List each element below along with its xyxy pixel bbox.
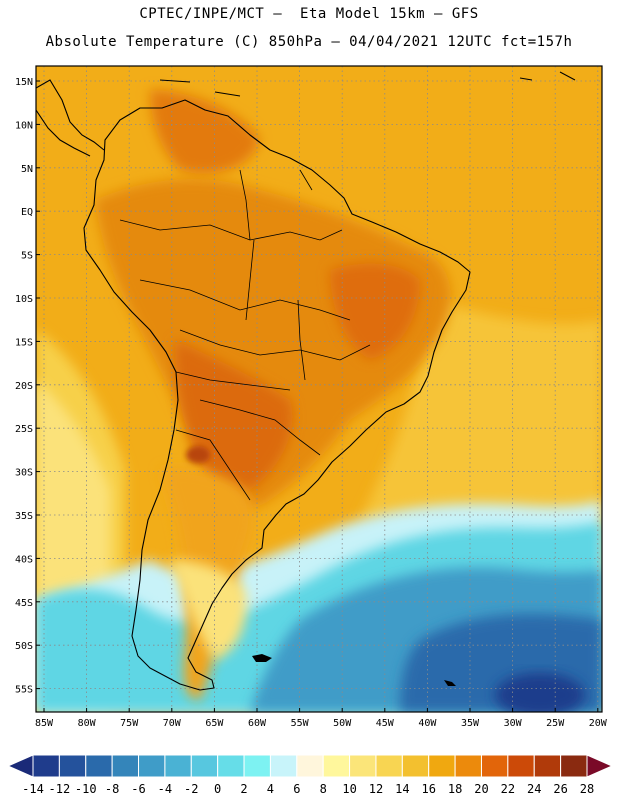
colorbar-box — [322, 754, 351, 778]
colorbar-box — [349, 754, 377, 778]
colorbar-box — [507, 754, 535, 778]
lon-label: 40W — [418, 718, 437, 729]
lon-label: 50W — [333, 718, 352, 729]
field-land-warm — [95, 179, 451, 509]
lon-label: 20W — [589, 718, 608, 729]
country-borders — [119, 169, 371, 501]
colorbar-tick-label: -14 — [22, 782, 44, 796]
colorbar-tick-label: -4 — [158, 782, 172, 796]
lon-label: 75W — [120, 718, 139, 729]
lat-label: 5N — [21, 164, 33, 175]
colorbar-tick-label: 12 — [369, 782, 383, 796]
lon-label: 45W — [376, 718, 395, 729]
colorbar-tick-label: 8 — [320, 782, 327, 796]
colorbar-box — [560, 754, 588, 778]
colorbar-box — [138, 754, 166, 778]
colorbar-box — [480, 754, 509, 778]
colorbar-box — [533, 754, 562, 778]
lat-label: 30S — [15, 468, 33, 479]
colorbar-box — [85, 754, 113, 778]
colorbar-tick-label: -6 — [131, 782, 145, 796]
colorbar-tick-labels: -14 -12 -10 -8 -6 -4 -2 0 2 4 6 8 10 12 14 16 18 20 22 24 26… — [22, 782, 594, 796]
colorbar-tick-label: 28 — [580, 782, 594, 796]
colorbar-tick-label: 4 — [267, 782, 274, 796]
field-hotspot — [186, 446, 210, 464]
colorbar-tick-label: 6 — [293, 782, 300, 796]
colorbar-tick-label: -8 — [105, 782, 119, 796]
lon-label: 25W — [546, 718, 565, 729]
longitude-labels: 85W 80W 75W 70W 65W 60W 55W 50W 45W 40W 35W 30W 25W 2… — [35, 708, 608, 729]
colorbar-over-arrow — [586, 754, 614, 778]
colorbar-tick-label: 0 — [214, 782, 221, 796]
lon-label: 80W — [78, 718, 97, 729]
field-east-light — [360, 300, 602, 520]
colorbar-tick-label: -10 — [75, 782, 97, 796]
colorbar-tick-label: 16 — [421, 782, 435, 796]
colorbar-box — [58, 754, 87, 778]
lat-label: 40S — [15, 554, 33, 565]
south-america-coastline — [83, 99, 471, 691]
map-field — [36, 66, 602, 712]
lat-label: 15N — [15, 77, 33, 88]
field-patagonia-light — [170, 560, 247, 660]
colorbar-box — [296, 754, 324, 778]
lat-label: 55S — [15, 685, 33, 696]
colorbar-box — [428, 754, 456, 778]
colorbar-box — [375, 754, 403, 778]
lat-label: EQ — [21, 207, 33, 218]
lon-label: 60W — [248, 718, 267, 729]
lat-label: 15S — [15, 337, 33, 348]
lat-label: 50S — [15, 641, 33, 652]
lat-label: 10S — [15, 294, 33, 305]
chart-title-line-1: CPTEC/INPE/MCT – Eta Model 15km – GFS — [139, 6, 479, 22]
colorbar-tick-label: -2 — [184, 782, 198, 796]
map-frame — [35, 65, 603, 713]
colorbar-tick-label: -12 — [49, 782, 71, 796]
lon-label: 65W — [205, 718, 224, 729]
field-brazil-hot — [330, 263, 420, 360]
lat-label: 10N — [15, 120, 33, 131]
colorbar-tick-label: 10 — [342, 782, 356, 796]
colorbar-box — [243, 754, 271, 778]
colorbar-tick-label: 26 — [553, 782, 567, 796]
south-georgia — [444, 680, 456, 686]
colorbar-box — [454, 754, 482, 778]
colorbar-tick-label: 2 — [240, 782, 247, 796]
colorbar-boxes — [6, 754, 614, 778]
falkland-islands — [252, 654, 272, 662]
lon-label: 85W — [35, 718, 54, 729]
field-north-hot — [150, 90, 260, 174]
colorbar-tick-label: 14 — [395, 782, 409, 796]
central-america-coastline — [36, 79, 105, 157]
colorbar-tick-label: 20 — [474, 782, 488, 796]
lon-label: 35W — [461, 718, 480, 729]
colorbar-box — [32, 754, 60, 778]
caribbean-islands — [159, 71, 576, 97]
colorbar-box — [401, 754, 430, 778]
latitude-labels: 15N 10N 5N EQ 5S 10S 15S 20S 25S 30S 35S 40S 45S 50S 5… — [15, 77, 40, 696]
lat-label: 5S — [21, 251, 33, 262]
colorbar-under-arrow — [6, 754, 34, 778]
colorbar-box — [164, 754, 192, 778]
lon-label: 55W — [291, 718, 310, 729]
field-cold-core — [495, 673, 585, 712]
colorbar-box — [217, 754, 245, 778]
lat-label: 20S — [15, 381, 33, 392]
colorbar-tick-label: 22 — [501, 782, 515, 796]
colorbar-tick-label: 24 — [527, 782, 541, 796]
lon-label: 30W — [504, 718, 523, 729]
chart-title-line-2: Absolute Temperature (C) 850hPa – 04/04/… — [45, 34, 573, 50]
lat-label: 45S — [15, 598, 33, 609]
colorbar-tick-label: 18 — [448, 782, 462, 796]
lat-label: 35S — [15, 511, 33, 522]
lat-label: 25S — [15, 424, 33, 435]
colorbar-box — [269, 754, 298, 778]
colorbar-box — [111, 754, 140, 778]
lon-label: 70W — [163, 718, 182, 729]
colorbar-box — [190, 754, 219, 778]
